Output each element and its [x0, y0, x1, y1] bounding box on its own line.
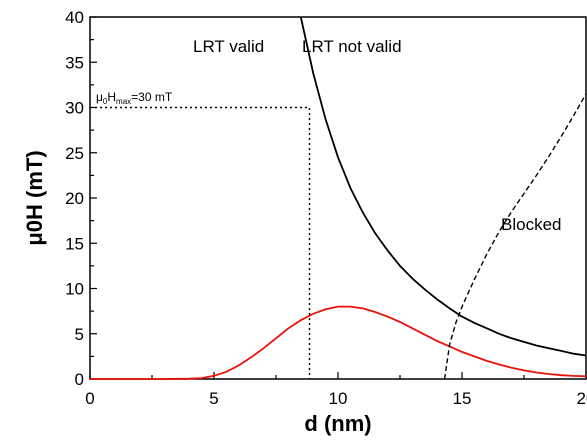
annotation-hmax: μ0Hmax=30 mT [96, 90, 173, 106]
annotation-blocked: Blocked [501, 215, 561, 234]
x-axis-title: d (nm) [304, 411, 371, 436]
series-line-black [299, 16, 587, 357]
y-tick-label: 30 [65, 99, 84, 118]
x-tick-label: 5 [209, 389, 218, 408]
series-line-dotted [90, 106, 311, 379]
series-line-red [90, 305, 587, 380]
y-tick-label: 10 [65, 280, 84, 299]
y-tick-label: 5 [75, 325, 84, 344]
tick-labels: 0 5 10 15 20 0 5 10 15 20 25 30 35 40 [65, 8, 587, 408]
series-layer [90, 16, 587, 380]
axis-ticks [89, 16, 587, 380]
x-tick-label: 0 [85, 389, 94, 408]
x-tick-label: 20 [577, 389, 587, 408]
annotation-lrt-not-valid: LRT not valid [302, 37, 402, 56]
y-tick-label: 35 [65, 53, 84, 72]
y-tick-label: 25 [65, 144, 84, 163]
y-tick-label: 15 [65, 234, 84, 253]
y-axis-title: μ0H (mT) [22, 150, 47, 245]
plot-frame [89, 16, 587, 380]
y-tick-label: 20 [65, 189, 84, 208]
y-tick-label: 0 [75, 370, 84, 389]
y-tick-label: 40 [65, 8, 84, 27]
x-tick-label: 15 [453, 389, 472, 408]
annotation-lrt-valid: LRT valid [193, 37, 264, 56]
x-tick-label: 10 [329, 389, 348, 408]
series-line-dashed [443, 93, 587, 380]
